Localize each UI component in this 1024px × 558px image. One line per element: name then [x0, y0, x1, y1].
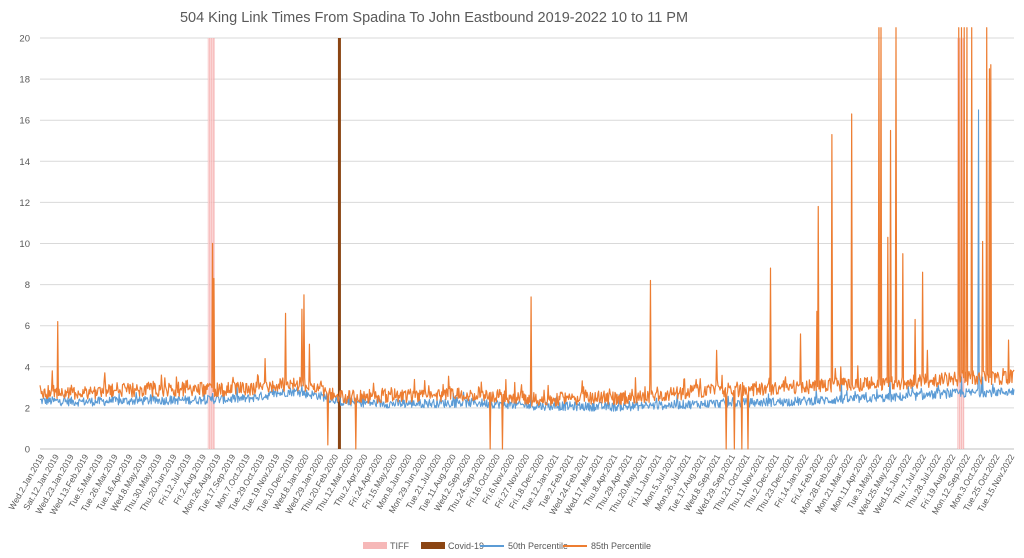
- y-tick-label: 16: [19, 116, 30, 127]
- series-50th-percentile: [39, 109, 1015, 412]
- y-tick-label: 20: [19, 34, 30, 45]
- legend-label: Covid-19: [448, 541, 484, 551]
- legend-label: TIFF: [390, 541, 409, 551]
- legend-item: 85th Percentile: [563, 541, 651, 551]
- y-tick-label: 4: [25, 362, 30, 373]
- y-tick-label: 0: [25, 445, 30, 456]
- gridlines: [40, 37, 1014, 450]
- y-tick-label: 10: [19, 239, 30, 250]
- tiff-marker: [207, 38, 215, 449]
- y-tick-label: 14: [19, 157, 30, 168]
- chart-title: 504 King Link Times From Spadina To John…: [180, 10, 688, 26]
- x-axis-ticks: Wed.2.Jan.2019Sat.12.Jan.2019Wed.23.Jan.…: [6, 452, 1016, 517]
- y-tick-label: 12: [19, 198, 30, 209]
- y-tick-label: 8: [25, 280, 30, 291]
- series-85th-percentile: [39, 27, 1015, 450]
- y-axis-ticks: 0 2 4 6 8 10 12 14 16 18 20: [19, 34, 30, 456]
- legend-item: 50th Percentile: [480, 541, 568, 551]
- legend-item: Covid-19: [421, 541, 484, 551]
- y-tick-label: 2: [25, 403, 30, 414]
- legend: TIFF Covid-19 50th Percentile 85th Percenti…: [363, 541, 651, 551]
- legend-label: 85th Percentile: [591, 541, 651, 551]
- series-lines: [39, 27, 1015, 450]
- legend-swatch: [363, 542, 387, 549]
- y-tick-label: 6: [25, 321, 30, 332]
- legend-item: TIFF: [363, 541, 409, 551]
- legend-swatch: [421, 542, 445, 549]
- legend-label: 50th Percentile: [508, 541, 568, 551]
- y-tick-label: 18: [19, 75, 30, 86]
- covid-marker: [337, 38, 341, 449]
